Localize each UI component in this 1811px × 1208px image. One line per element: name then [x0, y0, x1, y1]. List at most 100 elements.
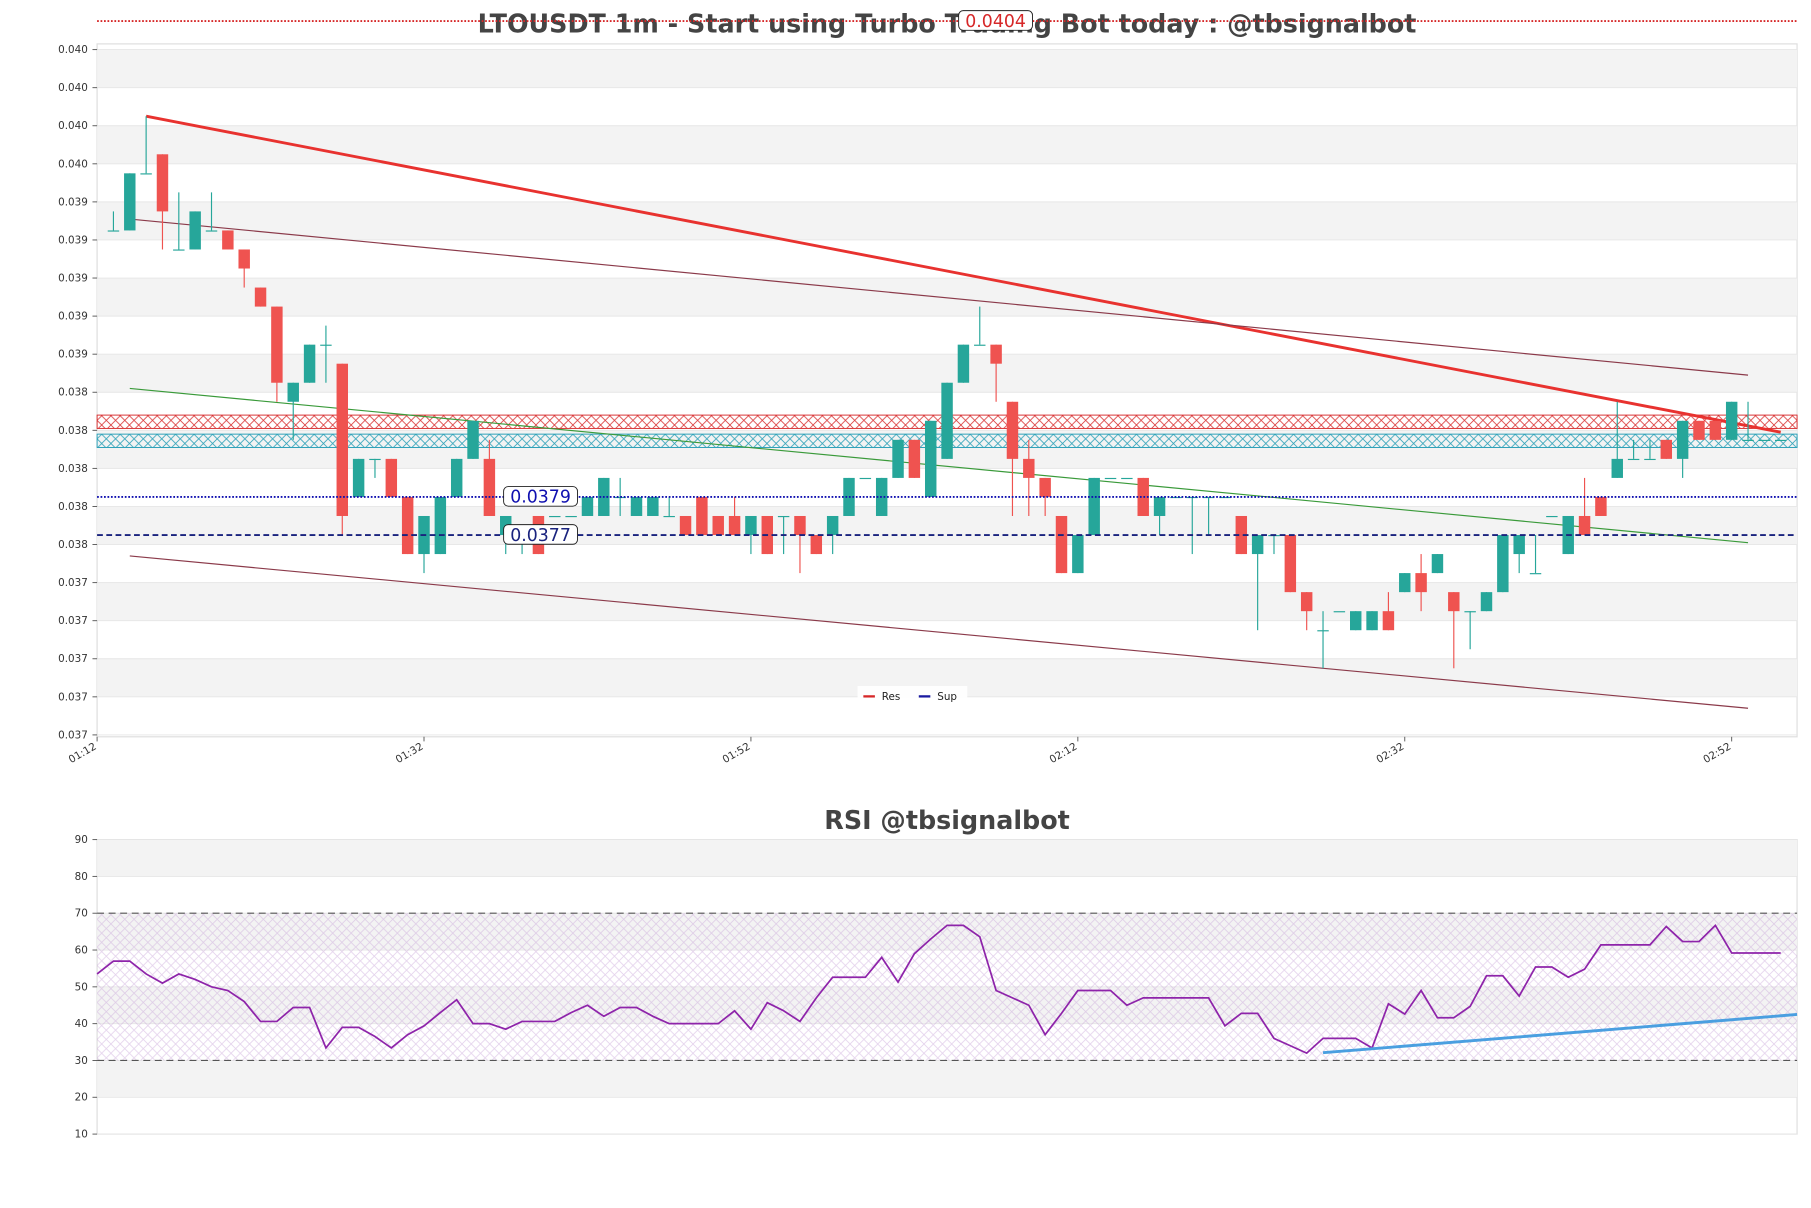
candle-body: [614, 496, 626, 499]
rsi-band: [97, 913, 1798, 1061]
level-label: 0.0404: [965, 12, 1026, 32]
y-tick-label: 0.039: [58, 311, 88, 323]
candle-body: [565, 515, 577, 518]
candle-body: [1578, 515, 1591, 536]
candle-body: [401, 496, 414, 555]
candle-body: [892, 439, 904, 478]
candle-body: [1202, 496, 1215, 499]
candle-body: [1219, 496, 1231, 499]
candle-body: [124, 173, 136, 231]
candle-body: [1448, 592, 1460, 612]
grid-band: [97, 506, 1798, 545]
candle-body: [303, 344, 316, 383]
candle-body: [434, 496, 447, 555]
legend-box: [857, 685, 968, 705]
candle-body: [467, 420, 479, 459]
candle-body: [1660, 439, 1673, 459]
candle-body: [1039, 477, 1051, 497]
candle-body: [1251, 535, 1264, 555]
candle-body: [1333, 611, 1346, 613]
grid-band: [97, 1060, 1798, 1098]
candle-body: [1464, 611, 1476, 613]
candle-body: [941, 382, 953, 459]
y-tick-label: 0.037: [58, 729, 88, 741]
level-label: 0.0379: [510, 488, 571, 508]
candle-body: [826, 515, 839, 536]
candle-body: [549, 515, 561, 518]
y-tick-label: 20: [75, 1092, 88, 1104]
candle-body: [1006, 401, 1019, 459]
candle-body: [1676, 420, 1689, 459]
legend-label: Res: [882, 691, 901, 703]
candle-body: [1023, 458, 1035, 478]
candle-body: [974, 344, 986, 346]
grid-band: [97, 839, 1798, 877]
candle-body: [1546, 515, 1558, 518]
candle-body: [173, 249, 185, 251]
candle-body: [483, 458, 496, 516]
y-tick-label: 0.039: [58, 234, 88, 246]
y-tick-label: 0.040: [58, 44, 88, 56]
y-tick-label: 10: [75, 1129, 88, 1141]
candle-body: [1725, 401, 1738, 440]
legend-label: Sup: [937, 691, 957, 703]
candle-body: [663, 515, 675, 518]
trend-line: [129, 387, 1749, 544]
candle-body: [1627, 458, 1640, 461]
chart-title: RSI @tbsignalbot: [824, 805, 1070, 835]
candle-body: [107, 230, 120, 232]
candle-body: [222, 230, 234, 250]
candle-body: [1055, 515, 1068, 574]
candle-body: [728, 515, 741, 536]
candle-body: [1480, 592, 1493, 612]
candle-body: [1284, 535, 1297, 593]
candle-body: [238, 249, 250, 269]
y-tick-label: 80: [75, 871, 88, 883]
candle-body: [1235, 515, 1248, 555]
candle-body: [1513, 535, 1525, 555]
candle-body: [1072, 535, 1084, 574]
y-tick-label: 0.037: [58, 691, 88, 703]
candle-body: [1611, 458, 1623, 478]
candle-body: [1137, 477, 1149, 516]
grid-band: [97, 278, 1798, 317]
candle-body: [254, 287, 267, 307]
candle-body: [990, 344, 1002, 364]
y-tick-label: 70: [75, 908, 88, 920]
candle-body: [1153, 496, 1166, 516]
candle-body: [777, 515, 790, 518]
candle-body: [957, 344, 970, 383]
candle-body: [581, 496, 594, 516]
candle-body: [1693, 420, 1705, 440]
grid-band: [97, 49, 1798, 88]
y-tick-label: 0.039: [58, 349, 88, 361]
chart-title: LTOUSDT 1m - Start using Turbo Trading B…: [478, 8, 1417, 38]
level-label-box: [503, 524, 578, 545]
grid-band: [97, 582, 1798, 621]
trend-line: [145, 114, 1781, 434]
candle-body: [630, 496, 643, 516]
y-tick-label: 0.038: [58, 463, 88, 475]
candle-body: [1300, 592, 1313, 612]
candle-body: [450, 458, 463, 497]
y-tick-label: 0.038: [58, 539, 88, 551]
y-tick-label: 0.039: [58, 196, 88, 208]
candle-body: [1595, 496, 1607, 516]
candle-body: [1709, 420, 1722, 440]
y-tick-label: 40: [75, 1018, 88, 1030]
candle-body: [1399, 573, 1411, 593]
candle-body: [712, 515, 724, 536]
level-label: 0.0377: [510, 526, 571, 546]
candle-body: [696, 496, 708, 536]
candle-body: [1350, 611, 1362, 631]
candle-body: [336, 363, 348, 516]
candle-body: [794, 515, 806, 536]
candle-body: [140, 173, 152, 175]
y-tick-label: 0.040: [58, 158, 88, 170]
candle-body: [1742, 439, 1754, 441]
y-tick-label: 60: [75, 944, 88, 956]
y-tick-label: 0.037: [58, 577, 88, 589]
candle-body: [647, 496, 659, 516]
